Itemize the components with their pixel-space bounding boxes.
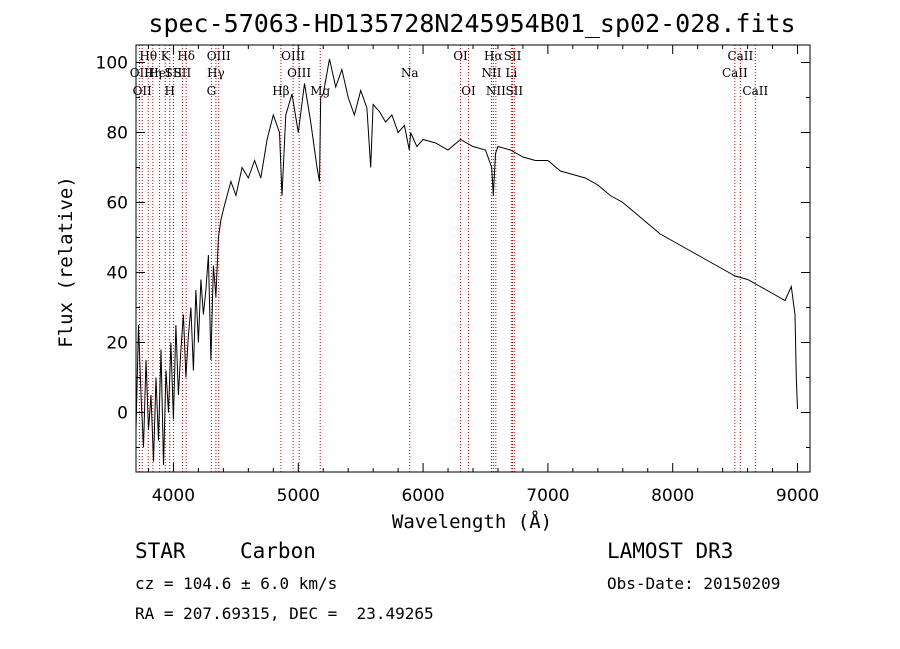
- spectral-line-label: Hη: [144, 66, 162, 80]
- x-tick-label: 7000: [526, 486, 569, 506]
- subclass-label: Carbon: [240, 539, 316, 563]
- x-tick-label: 4000: [152, 486, 195, 506]
- y-tick-label: 100: [96, 54, 128, 74]
- y-tick-label: 60: [106, 194, 128, 214]
- x-tick-label: 8000: [651, 486, 694, 506]
- y-tick-label: 20: [106, 334, 128, 354]
- spectral-line-label: SII: [165, 66, 183, 80]
- spectral-line-label: SII: [504, 49, 522, 63]
- spectral-line-label: CaII: [727, 49, 753, 63]
- spectral-line-label: OII: [133, 84, 153, 98]
- redshift-label: cz = 104.6 ± 6.0 km/s: [135, 574, 338, 593]
- spectral-line-label: Hδ: [177, 49, 195, 63]
- x-tick-label: 5000: [277, 486, 320, 506]
- obs-date-label: Obs-Date: 20150209: [607, 574, 781, 593]
- spectral-line-label: SII: [505, 84, 523, 98]
- chart-title: spec-57063-HD135728N245954B01_sp02-028.f…: [148, 9, 795, 38]
- spectral-line-label: H: [164, 84, 174, 98]
- spectral-line-label: OIII: [281, 49, 305, 63]
- spectral-line-label: OI: [461, 84, 476, 98]
- spectral-line-label: Hα: [484, 49, 503, 63]
- spectral-line-label: NII: [486, 84, 506, 98]
- spectral-line-label: CaII: [742, 84, 768, 98]
- spectral-line-markers: OIIOIIHθHηHeIKHSIIHδSIIGHγOIIIHβOIIIOIII…: [130, 45, 768, 472]
- y-axis-label: Flux (relative): [55, 176, 77, 348]
- spectral-line-label: G: [207, 84, 217, 98]
- spectral-line-label: Hθ: [139, 49, 157, 63]
- x-tick-label: 9000: [776, 486, 819, 506]
- spectral-line-label: Hβ: [272, 84, 289, 98]
- y-tick-label: 40: [106, 264, 128, 284]
- spectral-line-label: Li: [505, 66, 517, 80]
- y-tick-label: 80: [106, 124, 128, 144]
- survey-label: LAMOST DR3: [607, 539, 734, 563]
- spectral-line-label: Hγ: [207, 66, 225, 80]
- x-axis-label: Wavelength (Å): [392, 510, 552, 533]
- axis-ticks: 4000 5000 6000 7000 8000 9000 0 20 40 60 80 100: [96, 45, 819, 506]
- spectrum-series: [135, 58, 798, 466]
- spectral-line-label: SII: [174, 66, 192, 80]
- spectral-line-label: Na: [401, 66, 419, 80]
- y-tick-label: 0: [117, 404, 128, 424]
- spectral-line-label: Mg: [310, 84, 330, 98]
- spectral-line-label: OIII: [287, 66, 311, 80]
- spectral-line-label: OII: [130, 66, 150, 80]
- spectral-line-label: CaII: [722, 66, 748, 80]
- spectral-line-label: NII: [481, 66, 501, 80]
- radec-label: RA = 207.69315, DEC = 23.49265: [135, 604, 434, 623]
- plot-frame: [135, 44, 811, 473]
- spectral-line-label: K: [161, 49, 171, 63]
- spectral-line-label: OI: [453, 49, 468, 63]
- spectral-line-label: OIII: [207, 49, 231, 63]
- class-label: STAR: [135, 539, 186, 563]
- x-tick-label: 6000: [401, 486, 444, 506]
